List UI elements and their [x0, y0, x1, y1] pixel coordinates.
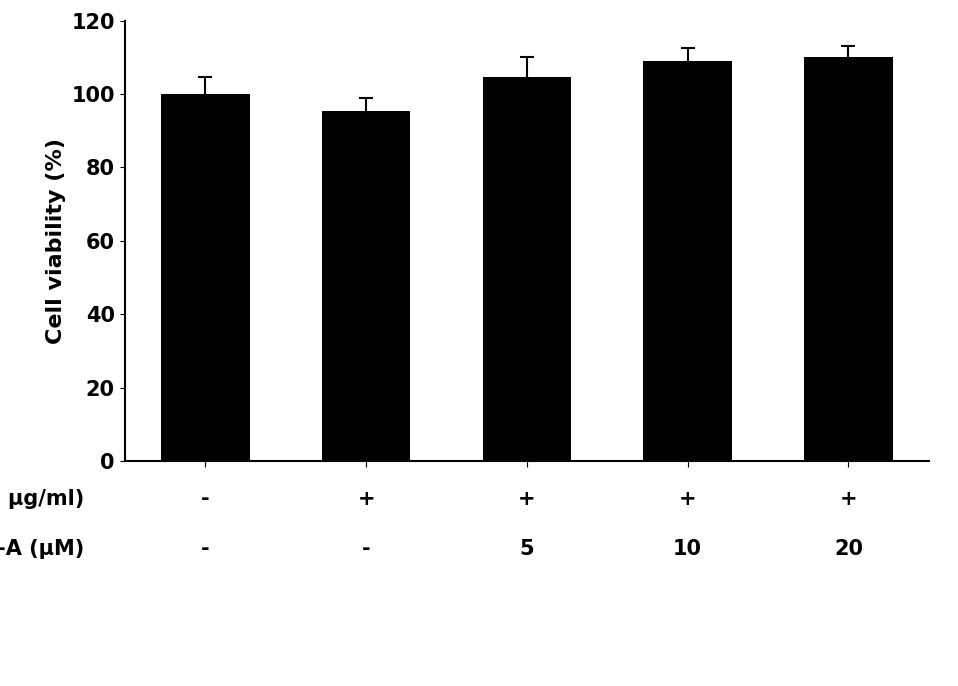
Text: 20: 20 [834, 539, 863, 559]
Text: +: + [679, 489, 696, 509]
Text: -: - [362, 539, 371, 559]
Text: +: + [518, 489, 536, 509]
Text: -: - [201, 539, 210, 559]
Text: 10: 10 [673, 539, 702, 559]
Text: -: - [201, 489, 210, 509]
Text: +: + [357, 489, 375, 509]
Text: LPS (1 μg/ml): LPS (1 μg/ml) [0, 489, 84, 509]
Text: +: + [839, 489, 857, 509]
Text: PFF-A (μM): PFF-A (μM) [0, 539, 84, 559]
Y-axis label: Cell viability (%): Cell viability (%) [46, 138, 66, 344]
Bar [805, 58, 893, 461]
Bar [644, 61, 732, 461]
Text: 5: 5 [519, 539, 535, 559]
Bar [322, 110, 410, 461]
Bar [161, 94, 249, 461]
Bar [483, 78, 571, 461]
